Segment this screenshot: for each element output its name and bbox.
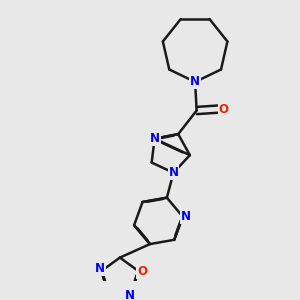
Text: N: N [95,262,105,275]
Text: N: N [181,210,191,223]
Text: N: N [190,75,200,88]
Text: O: O [219,103,229,116]
Text: N: N [125,289,135,300]
Text: N: N [169,166,178,179]
Text: O: O [137,265,147,278]
Text: N: N [150,132,160,145]
